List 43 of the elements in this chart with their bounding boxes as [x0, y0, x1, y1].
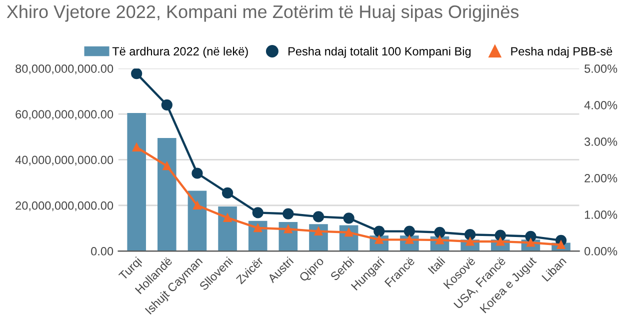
point	[254, 224, 262, 232]
point	[192, 168, 203, 179]
legend-label: Të ardhura 2022 (në lekë)	[112, 46, 248, 58]
bar	[188, 190, 207, 252]
y2-tick-label: 3.00%	[584, 138, 618, 146]
y-tick-label: 20,000,000,000.00	[16, 201, 114, 212]
point	[556, 240, 566, 249]
point	[464, 229, 476, 240]
point	[223, 214, 232, 222]
y2-tick-label: 2.00%	[584, 174, 618, 182]
x-tick-label: Itali	[428, 256, 446, 274]
point	[132, 143, 141, 152]
legend-label: Pesha ndaj totalit 100 Kompani Big	[288, 46, 471, 58]
point	[131, 68, 142, 80]
point	[161, 99, 172, 111]
point	[314, 227, 323, 236]
point	[284, 224, 292, 234]
y-tick-label: 0.00	[91, 247, 114, 256]
y-tick-label: 60,000,000,000.00	[16, 110, 114, 120]
point	[494, 230, 506, 241]
point	[404, 226, 415, 237]
y-tick-label: 40,000,000,000.00	[15, 156, 114, 166]
bar	[158, 138, 176, 252]
point	[525, 230, 536, 242]
point	[252, 207, 264, 218]
point	[434, 226, 446, 238]
point	[282, 208, 294, 220]
point	[374, 226, 385, 237]
point	[343, 212, 354, 224]
y-tick-label: 80,000,000,000.00	[16, 64, 114, 74]
point	[312, 211, 324, 222]
y2-tick-label: 1.00%	[584, 210, 618, 219]
point	[162, 162, 172, 170]
y2-tick-label: 5.00%	[584, 64, 618, 73]
bar	[127, 112, 146, 252]
y2-tick-label: 0.00%	[584, 247, 618, 256]
point	[222, 187, 234, 199]
legend-label: Pesha ndaj PBB-së	[511, 46, 612, 58]
point	[344, 228, 353, 237]
bar	[218, 206, 237, 252]
y2-tick-label: 4.00%	[584, 101, 618, 110]
chart-title: Xhiro Vjetore 2022, Kompani me Zotërim të Huaj sipas Origjinës	[6, 4, 519, 22]
point	[193, 201, 202, 210]
